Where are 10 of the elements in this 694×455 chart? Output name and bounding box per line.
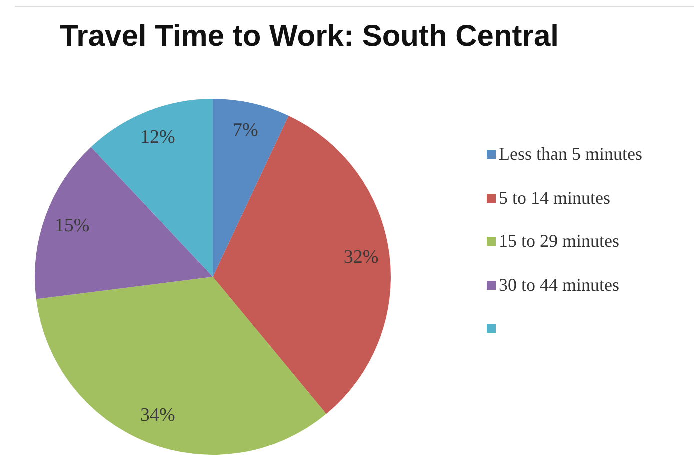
data-label: 7% bbox=[232, 120, 258, 142]
data-label: 32% bbox=[344, 247, 379, 268]
data-label: 12% bbox=[140, 126, 176, 148]
legend-label: 30 to 44 minutes bbox=[499, 274, 620, 296]
data-label: 34% bbox=[140, 405, 176, 426]
legend-label: Less than 5 minutes bbox=[499, 144, 642, 166]
legend-label: 15 to 29 minutes bbox=[499, 231, 620, 252]
legend-label: 5 to 14 minutes bbox=[499, 188, 610, 209]
data-label: 15% bbox=[54, 215, 90, 236]
chart-title: Travel Time to Work: South Central bbox=[60, 19, 559, 55]
